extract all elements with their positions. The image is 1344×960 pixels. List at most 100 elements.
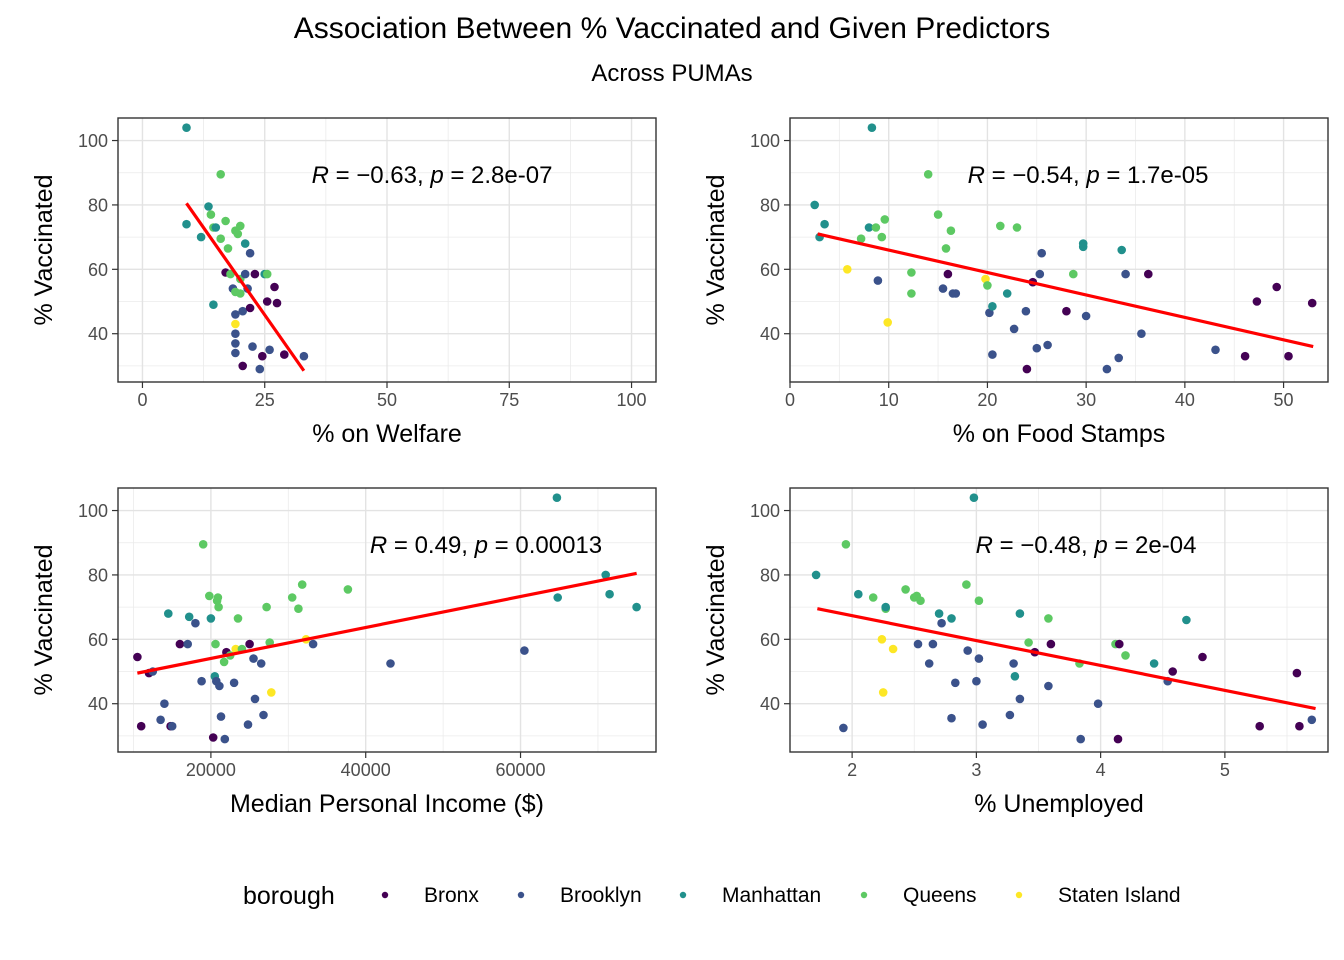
data-point-brooklyn (265, 345, 274, 355)
data-point-queens (236, 221, 245, 231)
data-point-manhattan (632, 602, 641, 612)
data-point-manhattan (1002, 289, 1012, 298)
data-point-bronx (258, 351, 267, 361)
x-axis-title: % on Food Stamps (953, 420, 1166, 448)
r-value: = −0.54, (985, 162, 1086, 189)
data-point-queens (871, 223, 881, 232)
data-point-bronx (245, 639, 254, 649)
data-point-brooklyn (520, 646, 529, 655)
data-point-brooklyn (978, 720, 987, 729)
data-point-queens (841, 540, 851, 549)
data-point-brooklyn (974, 654, 984, 663)
data-point-brooklyn (1102, 364, 1112, 374)
correlation-annotation: R = −0.48, p = 2e-04 (976, 532, 1197, 559)
data-point-brooklyn (928, 639, 938, 649)
data-point-bronx (208, 733, 218, 742)
data-point-manhattan (867, 123, 877, 132)
x-axis-title: Median Personal Income ($) (230, 790, 544, 818)
y-axis-title: % Vaccinated (30, 544, 58, 695)
y-tick-label: 40 (88, 324, 108, 344)
data-point-queens (923, 170, 933, 179)
legend-item-queens: Queens (860, 884, 977, 907)
x-tick-label: 30 (1076, 390, 1096, 410)
data-point-manhattan (601, 570, 610, 580)
data-point-queens (877, 232, 887, 242)
data-point-brooklyn (947, 713, 956, 723)
data-point-brooklyn (308, 639, 318, 649)
data-point-brooklyn (299, 351, 309, 361)
data-point-queens (996, 221, 1005, 231)
data-point-manhattan (1117, 245, 1126, 255)
data-point-manhattan (196, 232, 206, 242)
data-point-bronx (1255, 721, 1264, 731)
data-point-bronx (1292, 668, 1302, 678)
panel-border (117, 487, 657, 753)
data-point-brooklyn (231, 348, 240, 358)
data-point-manhattan (988, 302, 997, 311)
data-point-bronx (1240, 351, 1250, 361)
data-point-manhattan (1015, 609, 1025, 618)
data-point-queens (216, 234, 225, 243)
data-point-brooklyn (1081, 311, 1091, 321)
legend-label: Queens (903, 884, 977, 907)
p-symbol: p (429, 162, 443, 189)
data-point-queens (233, 229, 243, 239)
data-point-bronx (1295, 721, 1304, 731)
data-point-manhattan (209, 300, 218, 309)
data-point-bronx (1252, 297, 1262, 306)
x-tick-label: 40 (1175, 390, 1195, 410)
correlation-annotation: R = −0.54, p = 1.7e-05 (968, 162, 1209, 189)
p-value: = 0.00013 (488, 532, 602, 559)
data-point-brooklyn (156, 715, 165, 725)
data-point-brooklyn (231, 310, 240, 319)
y-tick-label: 40 (760, 694, 780, 714)
legend-swatch (517, 891, 525, 899)
data-point-queens (856, 234, 866, 243)
data-point-staten-island (231, 319, 240, 329)
x-tick-label: 50 (1274, 390, 1294, 410)
data-point-queens (233, 614, 243, 623)
data-point-bronx (1046, 639, 1056, 649)
y-tick-label: 40 (760, 324, 780, 344)
x-tick-label: 10 (879, 390, 899, 410)
x-tick-label: 0 (785, 390, 795, 410)
data-point-queens (219, 657, 229, 667)
data-point-staten-island (231, 644, 240, 654)
legend-label: Staten Island (1058, 884, 1181, 907)
x-tick-label: 5 (1220, 760, 1230, 780)
data-point-brooklyn (1137, 329, 1146, 338)
data-point-queens (206, 210, 216, 219)
data-point-staten-island (878, 688, 888, 697)
x-tick-label: 100 (617, 390, 647, 410)
data-point-bronx (136, 721, 146, 731)
legend-swatch (860, 891, 868, 899)
y-tick-label: 100 (78, 131, 108, 151)
data-point-queens (880, 215, 890, 224)
data-point-manhattan (553, 593, 562, 602)
data-point-brooklyn (937, 618, 946, 628)
chart-subtitle: Across PUMAs (591, 60, 753, 87)
data-point-queens (223, 244, 233, 253)
data-point-staten-island (267, 688, 276, 697)
x-axis-title: % on Welfare (312, 420, 462, 448)
data-point-queens (1012, 223, 1022, 232)
data-point-manhattan (1149, 659, 1159, 668)
data-point-bronx (1115, 639, 1124, 649)
data-point-manhattan (1010, 672, 1020, 681)
legend-swatch (679, 891, 687, 899)
data-point-manhattan (182, 123, 191, 132)
data-point-brooklyn (972, 676, 981, 686)
y-tick-label: 60 (88, 260, 108, 280)
data-point-brooklyn (1035, 269, 1045, 279)
data-point-bronx (1113, 734, 1123, 744)
r-value: = −0.48, (993, 532, 1094, 559)
data-point-queens (216, 170, 225, 179)
data-point-bronx (250, 269, 260, 279)
r-symbol: R (312, 162, 329, 189)
x-tick-label: 3 (971, 760, 981, 780)
data-point-manhattan (811, 570, 821, 580)
data-point-manhattan (854, 589, 863, 599)
data-point-brooklyn (229, 678, 239, 688)
data-point-queens (962, 580, 971, 589)
data-point-brooklyn (1121, 269, 1130, 279)
